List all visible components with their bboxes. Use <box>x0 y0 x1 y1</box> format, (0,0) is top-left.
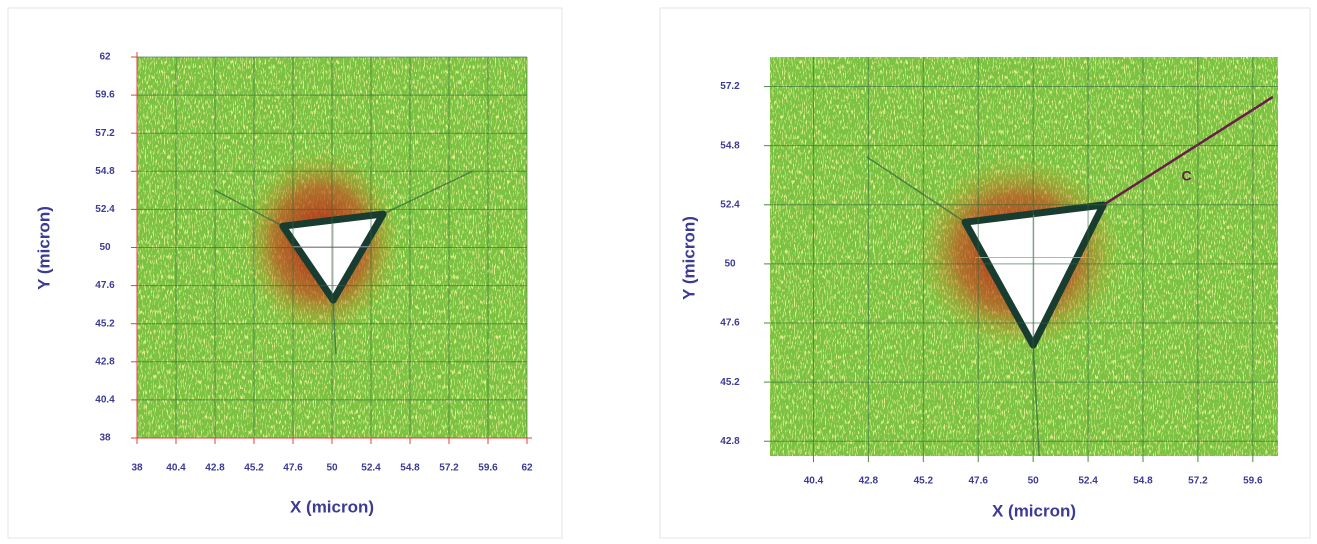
x-axis-title: X (micron) <box>290 497 374 516</box>
y-tick-label: 50 <box>724 259 736 270</box>
y-tick-label: 54.8 <box>720 140 740 151</box>
x-tick-label: 42.8 <box>859 476 879 487</box>
y-tick-label: 42.8 <box>95 356 115 367</box>
y-tick-label: 57.2 <box>95 128 115 139</box>
x-tick-label: 54.8 <box>400 463 420 474</box>
y-axis-title: Y (micron) <box>34 206 53 290</box>
x-tick-label: 45.2 <box>244 463 264 474</box>
x-tick-label: 47.6 <box>283 463 303 474</box>
y-tick-label: 52.4 <box>95 204 115 215</box>
x-tick-label: 50 <box>1028 476 1040 487</box>
y-tick-label: 57.2 <box>720 81 740 92</box>
x-tick-label: 45.2 <box>914 476 934 487</box>
y-axis-title: Y (micron) <box>679 216 698 300</box>
y-tick-label: 45.2 <box>720 377 740 388</box>
x-tick-label: 57.2 <box>439 463 459 474</box>
y-tick-label: 47.6 <box>720 318 740 329</box>
x-tick-label: 57.2 <box>1188 476 1208 487</box>
annotation: C <box>1181 167 1191 183</box>
x-tick-label: 40.4 <box>804 476 824 487</box>
y-tick-label: 54.8 <box>95 166 115 177</box>
y-tick-label: 40.4 <box>95 395 115 406</box>
x-tick-label: 52.4 <box>1078 476 1098 487</box>
y-tick-label: 42.8 <box>720 436 740 447</box>
x-tick-label: 38 <box>131 463 143 474</box>
y-tick-label: 38 <box>99 433 111 444</box>
x-tick-label: 59.6 <box>478 463 498 474</box>
x-tick-label: 54.8 <box>1133 476 1153 487</box>
x-axis-title: X (micron) <box>992 501 1076 520</box>
x-tick-label: 50 <box>326 463 338 474</box>
x-tick-label: 62 <box>521 463 533 474</box>
y-tick-label: 62 <box>99 52 111 63</box>
y-tick-label: 47.6 <box>95 280 115 291</box>
x-tick-label: 52.4 <box>361 463 381 474</box>
y-tick-label: 59.6 <box>95 90 115 101</box>
figure: 38 40.4 42.8 45.2 47.6 50 52.4 54.8 57.2 59.6 62 38… <box>0 0 1317 544</box>
x-tick-label: 47.6 <box>968 476 988 487</box>
x-tick-label: 40.4 <box>166 463 186 474</box>
x-tick-label: 59.6 <box>1243 476 1263 487</box>
x-tick-label: 42.8 <box>205 463 225 474</box>
y-tick-label: 52.4 <box>720 199 740 210</box>
y-tick-label: 50 <box>99 242 111 253</box>
y-tick-label: 45.2 <box>95 318 115 329</box>
